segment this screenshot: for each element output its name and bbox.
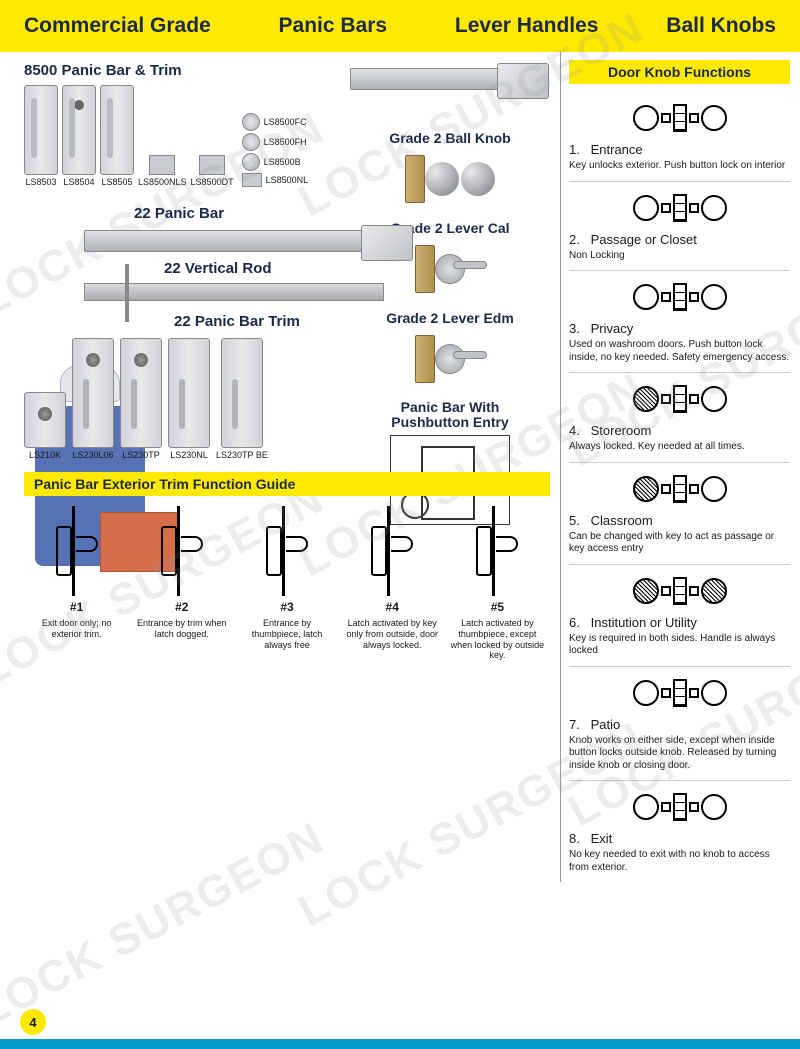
lever-ls8500fh: LS8500FH <box>242 133 309 151</box>
trim-ls8500nls: LS8500NLS <box>138 155 187 187</box>
header-t4: Ball Knobs <box>666 14 776 38</box>
trim-ls8503: LS8503 <box>24 85 58 187</box>
knob-diagram <box>620 571 740 611</box>
knob-functions-list: 1. Entrance Key unlocks exterior. Push bu… <box>569 92 790 882</box>
knob-diagram <box>620 673 740 713</box>
knob-desc: Used on washroom doors. Push button lock… <box>569 339 790 364</box>
knob-desc: Non Locking <box>569 250 790 263</box>
trim-guide-item-3: #3 Entrance by thumbpiece, latch always f… <box>238 506 335 661</box>
header-t1: Commercial Grade <box>24 14 211 38</box>
trim-ls8504: LS8504 <box>62 85 96 187</box>
content: 8500 Panic Bar & Trim LS8503 LS8504 LS85… <box>0 52 800 882</box>
knob-title: 1. Entrance <box>569 142 790 157</box>
panic-bar-top-right <box>350 68 520 90</box>
knob-diagram <box>620 188 740 228</box>
trim-ls210k: LS210K <box>24 392 66 460</box>
knob-diagram <box>620 98 740 138</box>
trim-ls230nl: LS230NL <box>168 338 210 460</box>
knob-desc: Knob works on either side, except when i… <box>569 735 790 773</box>
knob-title: 6. Institution or Utility <box>569 615 790 630</box>
left-column: 8500 Panic Bar & Trim LS8503 LS8504 LS85… <box>0 52 560 882</box>
knob-title: 4. Storeroom <box>569 423 790 438</box>
panic-22-bar <box>84 230 384 252</box>
knob-desc: Key unlocks exterior. Push button lock o… <box>569 160 790 173</box>
knob-title: 5. Classroom <box>569 513 790 528</box>
knob-item-7: 7. Patio Knob works on either side, excep… <box>569 667 790 782</box>
knob-desc: Key is required in both sides. Handle is… <box>569 633 790 658</box>
panic-22-trim-title: 22 Panic Bar Trim <box>174 313 550 330</box>
knob-diagram <box>620 277 740 317</box>
trim-guide-diagram <box>147 506 217 596</box>
trim-guide-diagram <box>357 506 427 596</box>
knob-desc: No key needed to exit with no knob to ac… <box>569 849 790 874</box>
trim-guide-desc: Latch activated by key only from outside… <box>344 618 441 650</box>
right-column: Door Knob Functions 1. Entrance Key unloc… <box>560 52 800 882</box>
trim-guide-diagram <box>462 506 532 596</box>
knob-functions-header: Door Knob Functions <box>569 60 790 84</box>
knob-desc: Can be changed with key to act as passag… <box>569 531 790 556</box>
panic-22-rod-title: 22 Vertical Rod <box>164 260 550 277</box>
trim-ls230tpbe: LS230TP BE <box>216 338 268 460</box>
grade2-ball: Grade 2 Ball Knob <box>350 130 550 208</box>
trim-guide-item-4: #4 Latch activated by key only from outsi… <box>344 506 441 661</box>
trim-guide-banner: Panic Bar Exterior Trim Function Guide <box>24 472 550 496</box>
trim-ls8500dt: LS8500DT <box>191 155 234 187</box>
knob-title: 7. Patio <box>569 717 790 732</box>
trim-guide-diagram <box>42 506 112 596</box>
knob-item-5: 5. Classroom Can be changed with key to a… <box>569 463 790 565</box>
trim-ls230l06: LS230L06 <box>72 338 114 460</box>
lever-column: LS8500FC LS8500FH LS8500B LS8500NL <box>242 113 309 187</box>
trim-guide-desc: Entrance by thumbpiece, latch always fre… <box>238 618 335 650</box>
knob-item-3: 3. Privacy Used on washroom doors. Push b… <box>569 271 790 373</box>
trim-ls8505: LS8505 <box>100 85 134 187</box>
knob-diagram <box>620 379 740 419</box>
knob-item-1: 1. Entrance Key unlocks exterior. Push bu… <box>569 92 790 182</box>
knob-title: 3. Privacy <box>569 321 790 336</box>
panic-22-trim-row: LS210K LS230L06 LS230TP LS230NL LS230TP … <box>24 338 550 460</box>
trim-guide-item-2: #2Entrance by trim when latch dogged. <box>133 506 230 661</box>
knob-diagram <box>620 787 740 827</box>
panic-22-bar-title: 22 Panic Bar <box>134 205 550 222</box>
header-t2: Panic Bars <box>279 14 388 38</box>
trim-guide-item-5: #5 Latch activated by thumbpiece, except … <box>449 506 546 661</box>
knob-desc: Always locked. Key needed at all times. <box>569 441 790 454</box>
knob-item-6: 6. Institution or Utility Key is required… <box>569 565 790 667</box>
knob-item-4: 4. Storeroom Always locked. Key needed at… <box>569 373 790 463</box>
knob-ls8500b: LS8500B <box>242 153 309 171</box>
knob-title: 2. Passage or Closet <box>569 232 790 247</box>
knob-diagram <box>620 469 740 509</box>
header-bar: Commercial Grade Panic Bars Lever Handle… <box>0 0 800 52</box>
trim-guide-desc: Latch activated by thumbpiece, except wh… <box>449 618 546 661</box>
panic-22-rod <box>84 283 384 301</box>
trim-guide-diagram <box>252 506 322 596</box>
knob-title: 8. Exit <box>569 831 790 846</box>
bracket-ls8500nl: LS8500NL <box>242 173 309 187</box>
knob-item-2: 2. Passage or Closet Non Locking <box>569 182 790 272</box>
page-number: 4 <box>20 1009 46 1035</box>
trim-guide-num: #5 <box>491 600 504 614</box>
knob-item-8: 8. Exit No key needed to exit with no kno… <box>569 781 790 882</box>
trim-guide-num: #4 <box>386 600 399 614</box>
trim-guide-item-1: #1Exit door only; no exterior trim. <box>28 506 125 661</box>
header-t3: Lever Handles <box>455 14 599 38</box>
trim-guide-num: #3 <box>280 600 293 614</box>
trim-ls230tp: LS230TP <box>120 338 162 460</box>
bottom-bar <box>0 1039 800 1049</box>
trim-guide-row: #1Exit door only; no exterior trim.#2Ent… <box>24 496 550 661</box>
lever-ls8500fc: LS8500FC <box>242 113 309 131</box>
